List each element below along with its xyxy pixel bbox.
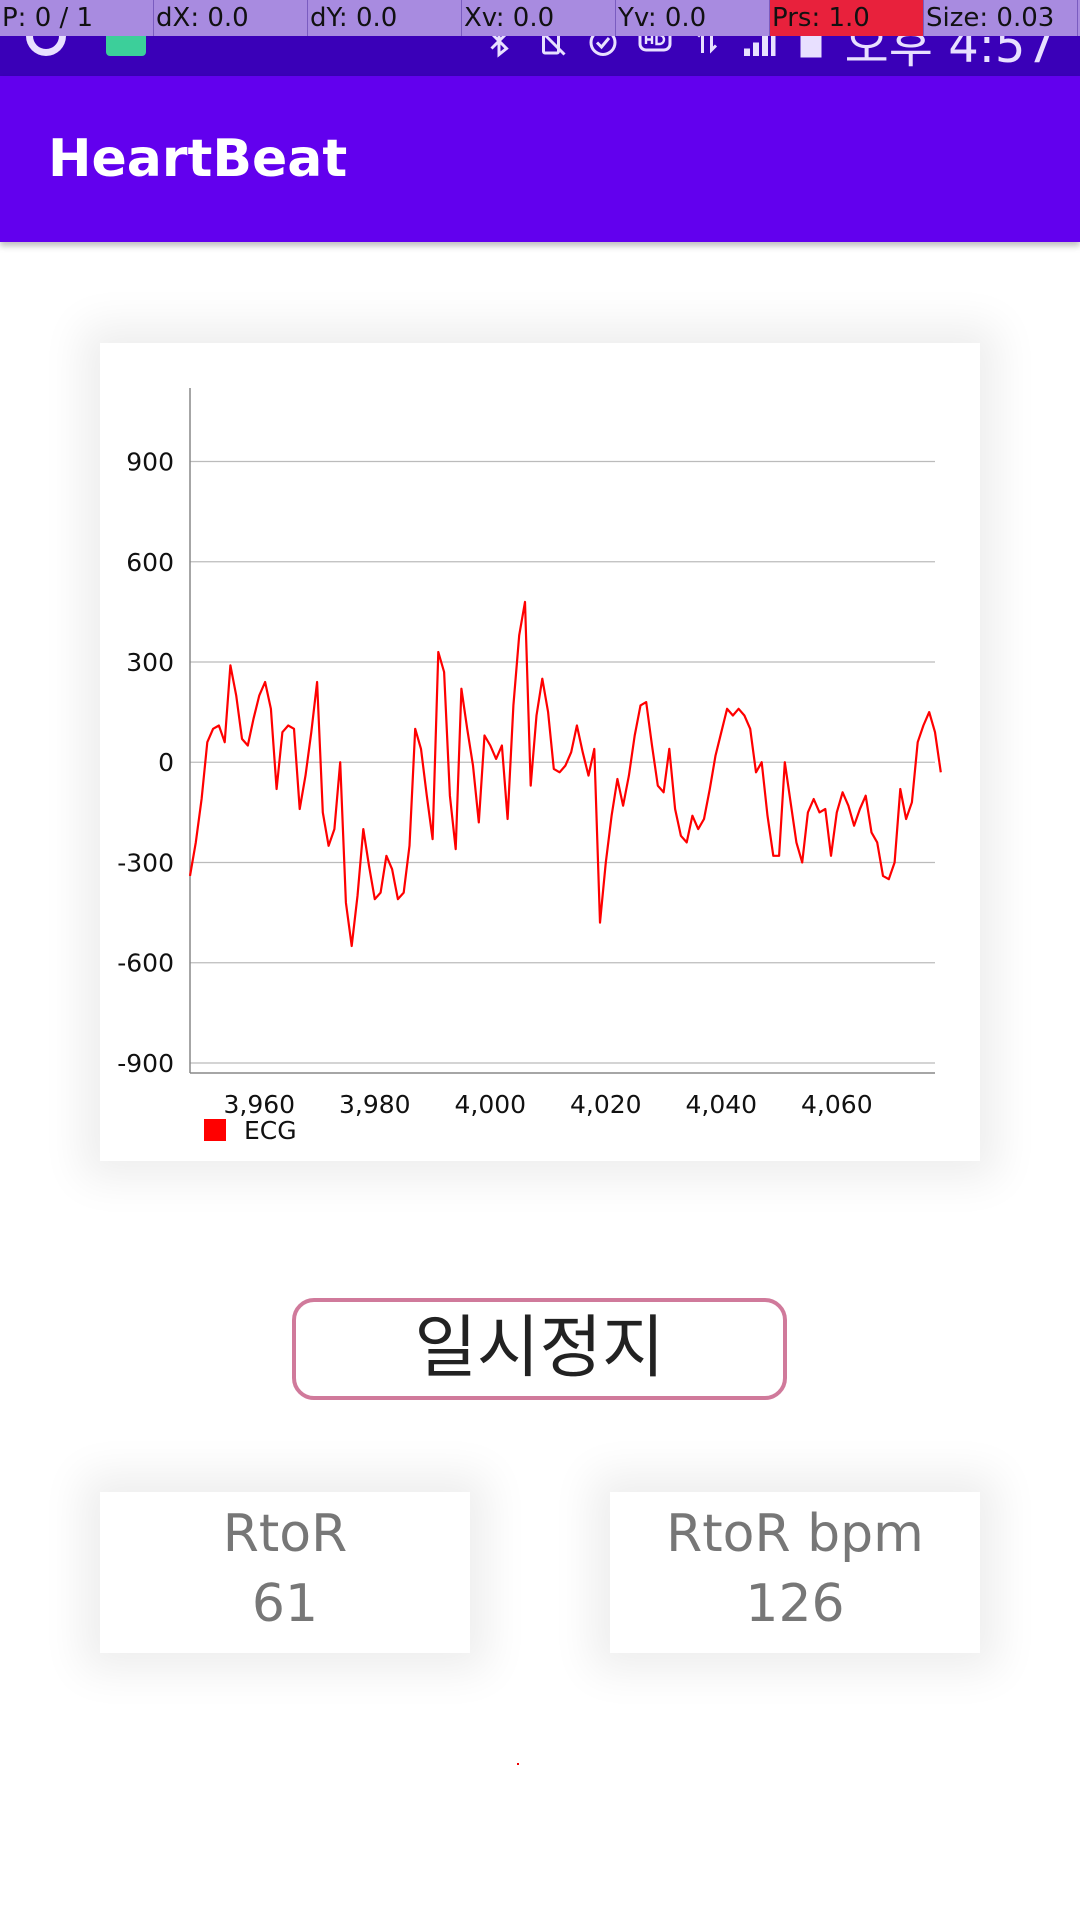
pointer-count: P: 0 / 1 bbox=[0, 0, 154, 36]
marker-dot bbox=[517, 1763, 519, 1765]
x-tick-label: 4,000 bbox=[455, 1090, 527, 1119]
x-tick-label: 3,960 bbox=[224, 1090, 296, 1119]
y-tick-label: -600 bbox=[117, 949, 174, 978]
x-tick-label: 4,060 bbox=[801, 1090, 873, 1119]
x-tick-label: 4,040 bbox=[686, 1090, 758, 1119]
ecg-series-line bbox=[188, 600, 942, 948]
ecg-chart: 900 600 300 0 -300 -600 -900 3,960 3,980 4,000 4,0… bbox=[117, 388, 942, 1145]
rtor-label: RtoR bbox=[222, 1504, 348, 1564]
velocity-y: Yv: 0.0 bbox=[616, 0, 770, 36]
rtor-bpm-label: RtoR bpm bbox=[666, 1504, 924, 1564]
pointer-location-overlay: P: 0 / 1 dX: 0.0 dY: 0.0 Xv: 0.0 Yv: 0.0… bbox=[0, 0, 1080, 36]
app-bar: HeartBeat bbox=[0, 76, 1080, 242]
y-tick-label: -900 bbox=[117, 1049, 174, 1078]
velocity-x: Xv: 0.0 bbox=[462, 0, 616, 36]
pressure: Prs: 1.0 bbox=[770, 0, 924, 36]
x-tick-label: 4,020 bbox=[570, 1090, 642, 1119]
delta-y: dY: 0.0 bbox=[308, 0, 462, 36]
rtor-value: 61 bbox=[251, 1574, 319, 1634]
y-tick-label: -300 bbox=[117, 848, 174, 877]
pause-button[interactable]: 일시정지 bbox=[292, 1298, 787, 1400]
bluetooth-icon bbox=[490, 24, 509, 58]
x-tick-label: 3,980 bbox=[339, 1090, 411, 1119]
rtor-bpm-card: RtoR bpm 126 bbox=[610, 1492, 980, 1653]
y-tick-label: 0 bbox=[158, 748, 174, 777]
status-bar: 오후 4:57 bbox=[0, 16, 1080, 76]
ecg-chart-card: 900 600 300 0 -300 -600 -900 3,960 3,980 4,000 4,0… bbox=[100, 343, 980, 1161]
legend-swatch bbox=[204, 1119, 226, 1141]
rtor-card: RtoR 61 bbox=[100, 1492, 470, 1653]
rtor-bpm-value: 126 bbox=[745, 1574, 845, 1634]
legend-label: ECG bbox=[244, 1116, 297, 1145]
notification-u-icon bbox=[26, 16, 66, 56]
y-tick-label: 300 bbox=[126, 648, 174, 677]
y-tick-label: 600 bbox=[126, 548, 174, 577]
app-title: HeartBeat bbox=[48, 129, 348, 189]
touch-size: Size: 0.03 bbox=[924, 0, 1078, 36]
delta-x: dX: 0.0 bbox=[154, 0, 308, 36]
y-tick-label: 900 bbox=[126, 448, 174, 477]
signal-icon bbox=[743, 27, 776, 56]
